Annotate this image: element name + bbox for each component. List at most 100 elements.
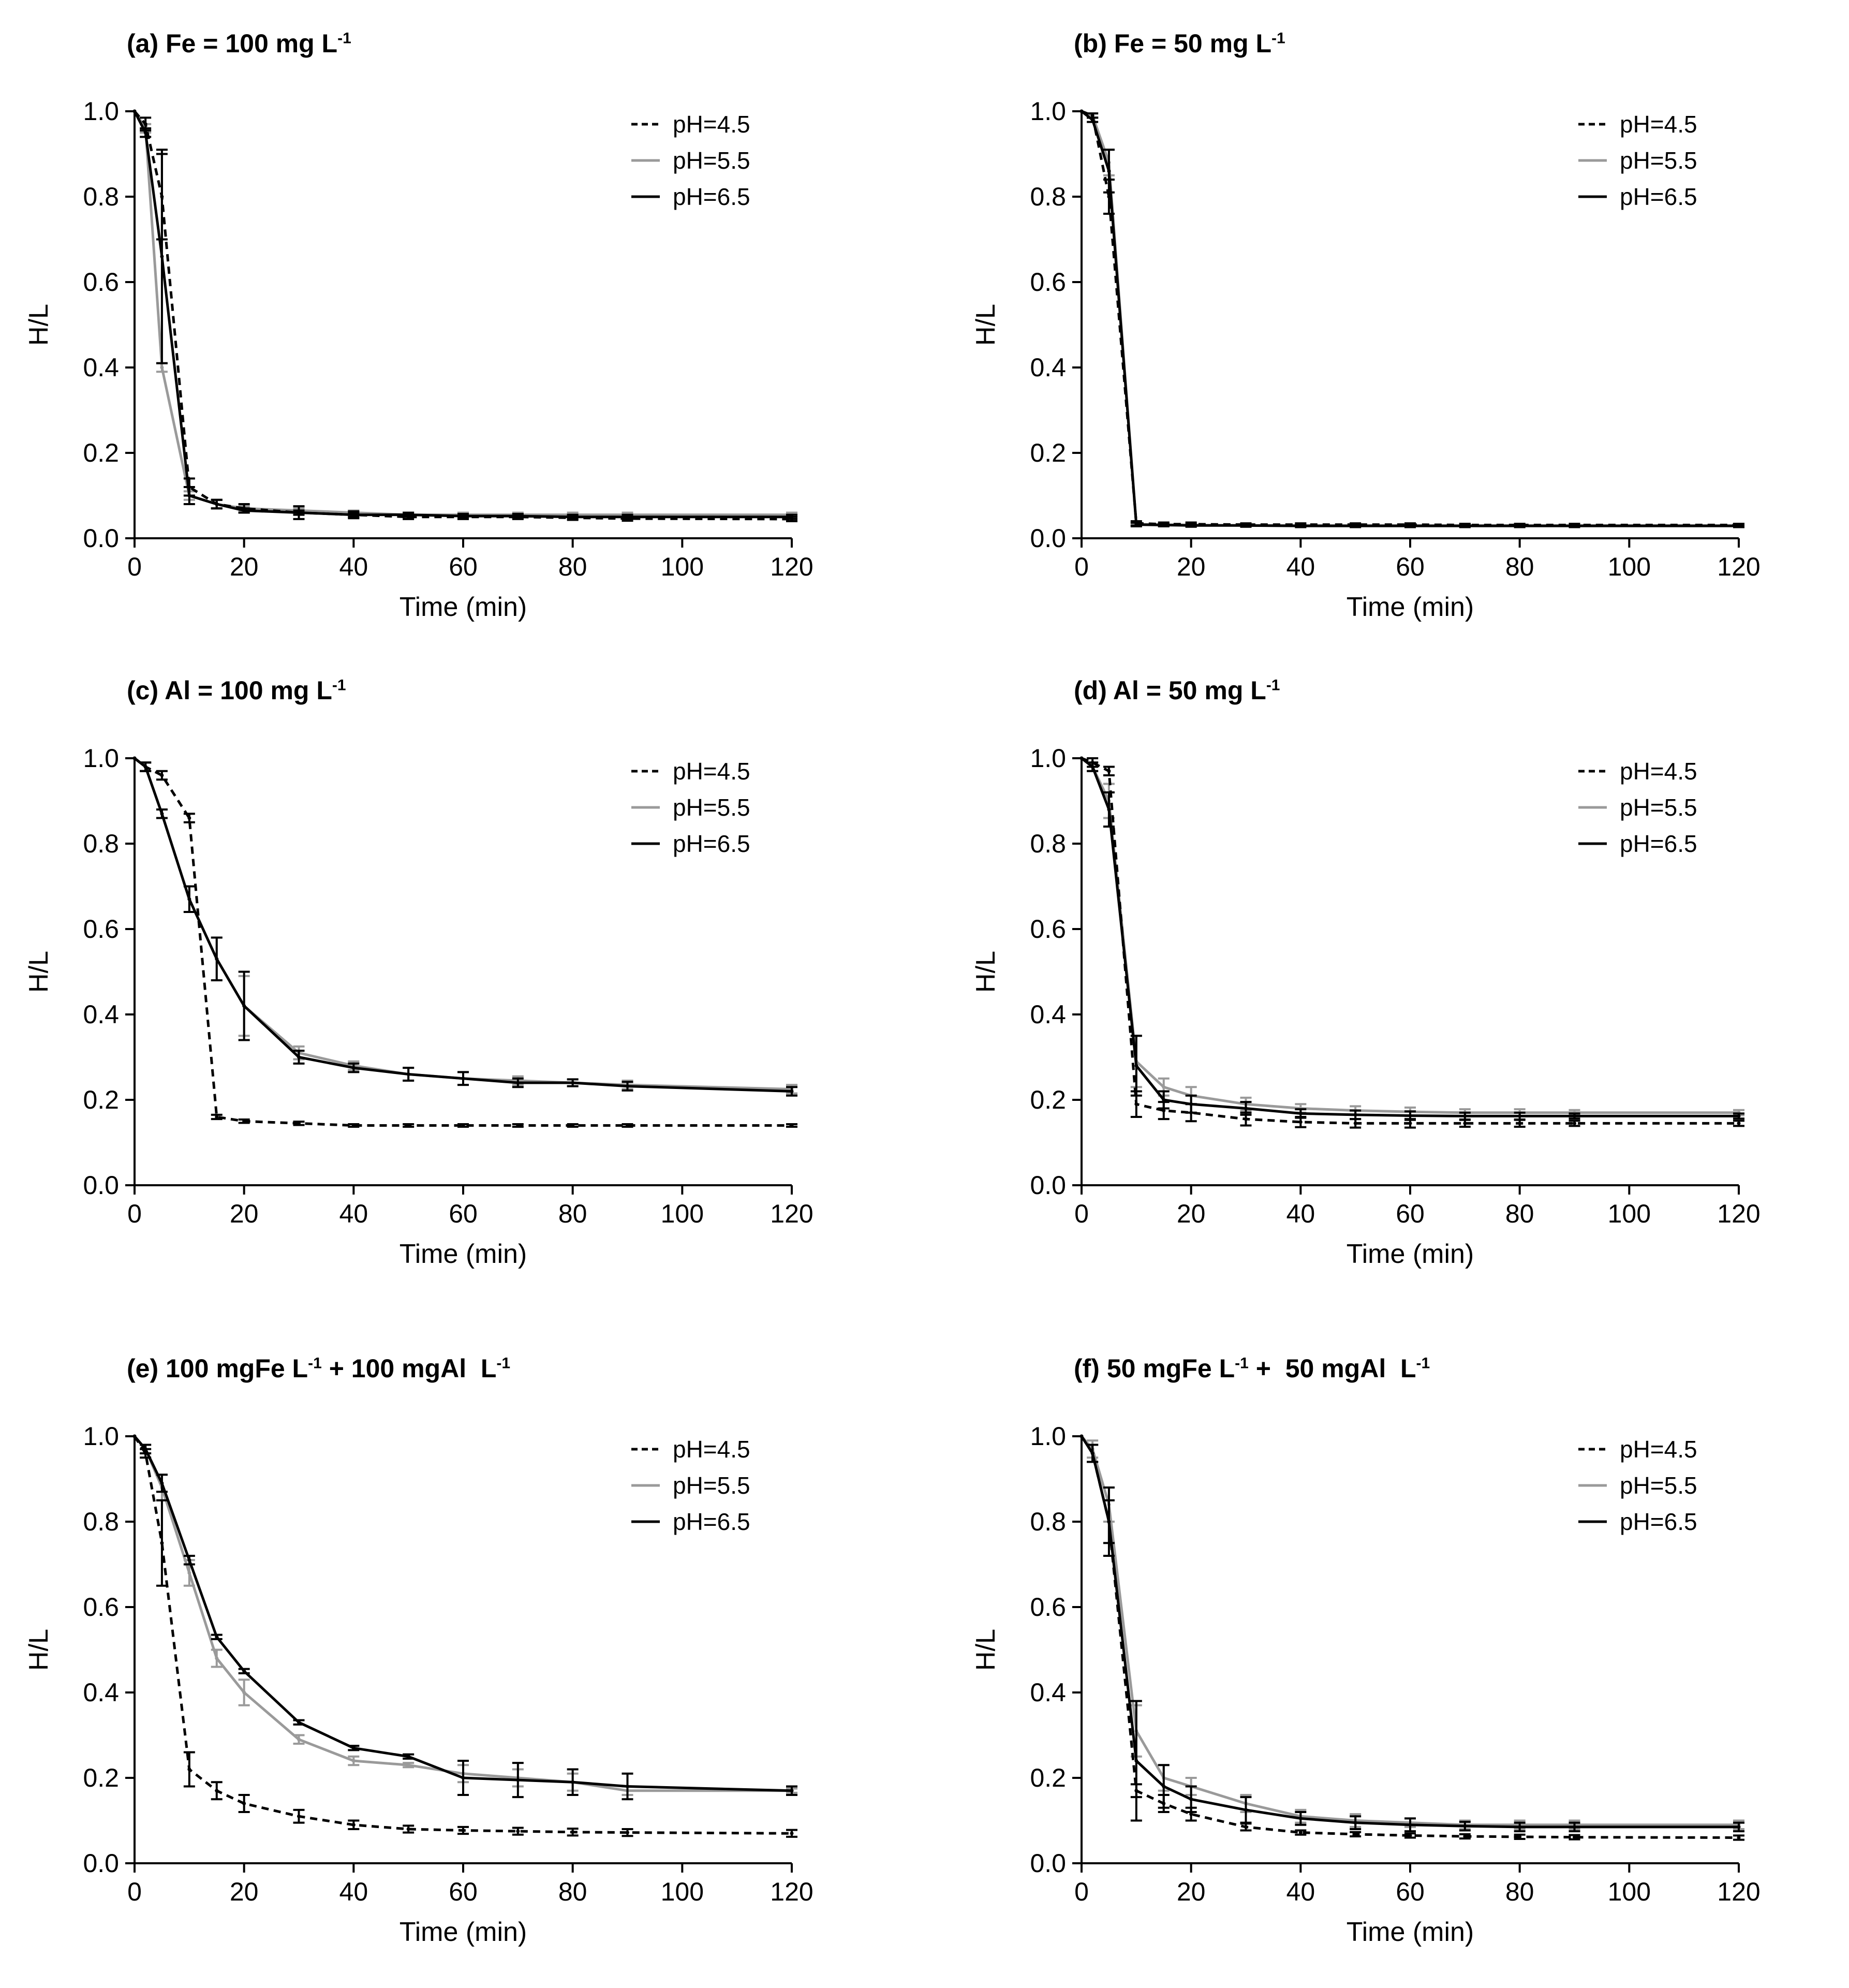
chart-a-x-tick-label: 100 <box>661 552 704 581</box>
chart-a-y-tick-label: 0.0 <box>83 524 119 553</box>
chart-d-data-point-2 <box>1185 1094 1197 1114</box>
chart-f-legend-label-1: pH=5.5 <box>1620 1472 1697 1499</box>
panel-e: (e) 100 mgFe L-1 + 100 mgAl L-1 0 20 40 60 80… <box>0 1325 880 1967</box>
chart-d-x-tick-label: 60 <box>1396 1199 1425 1228</box>
chart-a-data-point-2 <box>293 509 305 516</box>
chart-a-y-tick-label: 0.8 <box>83 182 119 211</box>
chart-d-y-tick-label: 0.8 <box>1030 829 1066 858</box>
chart-a-x-tick-label: 20 <box>230 552 259 581</box>
chart-c-x-axis-label: Time (min) <box>400 1239 527 1269</box>
chart-f-x-tick-label: 60 <box>1396 1877 1425 1906</box>
chart-d-data-point-2 <box>1103 791 1115 828</box>
chart-c-title-main: (c) Al = 100 mg L <box>127 676 332 705</box>
chart-e-data-point-0 <box>403 1824 415 1834</box>
chart-d-x-tick-label: 0 <box>1074 1199 1089 1228</box>
chart-c-data-point-0 <box>622 1123 633 1128</box>
chart-e-data-point-2 <box>457 1760 469 1796</box>
chart-e-y-tick-label: 1.0 <box>83 1422 119 1451</box>
chart-a-data-point-2 <box>786 513 797 520</box>
chart-c-y-tick-label: 0.6 <box>83 915 119 944</box>
chart-d-x-tick-label: 120 <box>1717 1199 1760 1228</box>
chart-b-y-tick-label: 0.0 <box>1030 524 1066 553</box>
panel-d: (d) Al = 50 mg L-1 0 20 40 60 80 100 120 0.0 0.2 0… <box>947 647 1827 1289</box>
chart-f-x-tick-label: 80 <box>1505 1877 1534 1906</box>
chart-b-y-tick-label: 0.6 <box>1030 268 1066 297</box>
chart-f-data-point-2 <box>1514 1821 1526 1833</box>
panel-f: (f) 50 mgFe L-1 + 50 mgAl L-1 0 20 40 60 80 10… <box>947 1325 1827 1967</box>
chart-a-legend-label-0: pH=4.5 <box>673 111 750 138</box>
chart-f-svg: 0 20 40 60 80 100 120 0.0 0.2 0.4 0.6 0.8 1.0 Time (m… <box>971 1422 1761 1947</box>
chart-c-data-point-2 <box>403 1067 415 1082</box>
chart-f-data-point-2 <box>1350 1815 1362 1830</box>
chart-e-data-point-0 <box>567 1828 579 1837</box>
chart-b-title: (b) Fe = 50 mg L-1 <box>1074 28 1285 58</box>
chart-a-data-point-2 <box>238 507 250 514</box>
chart-e-x-tick-label: 100 <box>661 1877 704 1906</box>
chart-e-y-axis-label: H/L <box>24 1629 54 1671</box>
chart-c-data-point-2 <box>132 756 137 760</box>
chart-e-data-point-0 <box>512 1827 524 1836</box>
chart-b-data-point-2 <box>1158 522 1170 527</box>
chart-f-y-tick-label: 1.0 <box>1030 1422 1066 1451</box>
chart-d-title: (d) Al = 50 mg L-1 <box>1074 675 1280 705</box>
chart-a-data-point-2 <box>211 498 223 510</box>
chart-d-data-point-2 <box>1130 1035 1142 1097</box>
chart-f-data-point-0 <box>1569 1834 1580 1840</box>
chart-d-data-point-0 <box>1733 1120 1744 1127</box>
chart-a-x-tick-label: 80 <box>558 552 587 581</box>
chart-b-data-point-2 <box>1295 523 1307 528</box>
chart-e-title-sup: -1 <box>308 1354 322 1372</box>
chart-a-x-tick-label: 120 <box>770 552 813 581</box>
chart-f-legend-label-2: pH=6.5 <box>1620 1508 1697 1535</box>
chart-e-data-point-0 <box>786 1829 797 1838</box>
chart-c-data-point-0 <box>238 1118 250 1124</box>
chart-f-title-main: (f) 50 mgFe L <box>1074 1354 1235 1383</box>
chart-f-data-point-2 <box>1087 1444 1099 1463</box>
chart-d-y-tick-label: 0.2 <box>1030 1085 1066 1114</box>
chart-f-y-axis-label: H/L <box>971 1629 1001 1671</box>
chart-c-data-point-2 <box>786 1086 797 1097</box>
chart-e-data-point-0 <box>457 1825 469 1835</box>
chart-d-x-tick-label: 20 <box>1177 1199 1206 1228</box>
chart-a-y-tick-label: 0.4 <box>83 353 119 382</box>
chart-e-data-point-0 <box>622 1828 633 1837</box>
chart-c-data-point-0 <box>183 813 195 823</box>
chart-d-data-point-2 <box>1404 1110 1416 1121</box>
chart-e-data-point-2 <box>567 1768 579 1796</box>
chart-c-y-tick-label: 0.2 <box>83 1085 119 1114</box>
chart-a-data-point-2 <box>348 511 360 518</box>
chart-f-data-point-2 <box>1569 1821 1580 1833</box>
chart-c-data-point-0 <box>293 1121 305 1126</box>
chart-a-x-tick-label: 40 <box>339 552 368 581</box>
chart-f-y-tick-label: 0.2 <box>1030 1763 1066 1792</box>
chart-d-data-point-2 <box>1569 1112 1580 1120</box>
chart-b-y-tick-label: 1.0 <box>1030 97 1066 126</box>
chart-b-x-tick-label: 120 <box>1717 552 1760 581</box>
chart-e-series-line-0 <box>133 1435 792 1835</box>
chart-e-data-point-2 <box>238 1668 250 1674</box>
chart-c-svg: 0 20 40 60 80 100 120 0.0 0.2 0.4 0.6 0.8 1.0 Time (m… <box>24 744 813 1269</box>
chart-e-data-point-0 <box>156 1499 168 1587</box>
chart-b-data-point-2 <box>1079 109 1084 113</box>
chart-e-data-point-0 <box>348 1819 360 1830</box>
chart-c-data-point-0 <box>786 1123 797 1128</box>
chart-b-data-point-2 <box>1240 523 1252 528</box>
chart-b-y-axis-label: H/L <box>971 304 1001 346</box>
chart-d-x-tick-label: 100 <box>1608 1199 1651 1228</box>
chart-c-data-point-0 <box>567 1123 579 1128</box>
chart-a-data-point-2 <box>567 513 579 520</box>
chart-b-series-line-2 <box>1081 110 1739 527</box>
chart-c-title: (c) Al = 100 mg L-1 <box>127 675 346 705</box>
chart-f-data-point-0 <box>1404 1832 1416 1839</box>
chart-c-x-tick-label: 0 <box>127 1199 142 1228</box>
chart-e-x-tick-label: 60 <box>449 1877 478 1906</box>
panel-a: (a) Fe = 100 mg L-1 0 20 40 60 80 100 120 0.0 0.2… <box>0 0 880 642</box>
chart-c-data-point-2 <box>293 1050 305 1065</box>
chart-e-y-tick-label: 0.6 <box>83 1593 119 1622</box>
chart-c-data-point-2 <box>512 1077 524 1088</box>
chart-e-legend-label-1: pH=5.5 <box>673 1472 750 1499</box>
chart-b-y-tick-label: 0.2 <box>1030 438 1066 467</box>
chart-e-data-point-1 <box>211 1648 223 1668</box>
chart-d-data-point-2 <box>1079 756 1084 760</box>
chart-b-x-tick-label: 20 <box>1177 552 1206 581</box>
